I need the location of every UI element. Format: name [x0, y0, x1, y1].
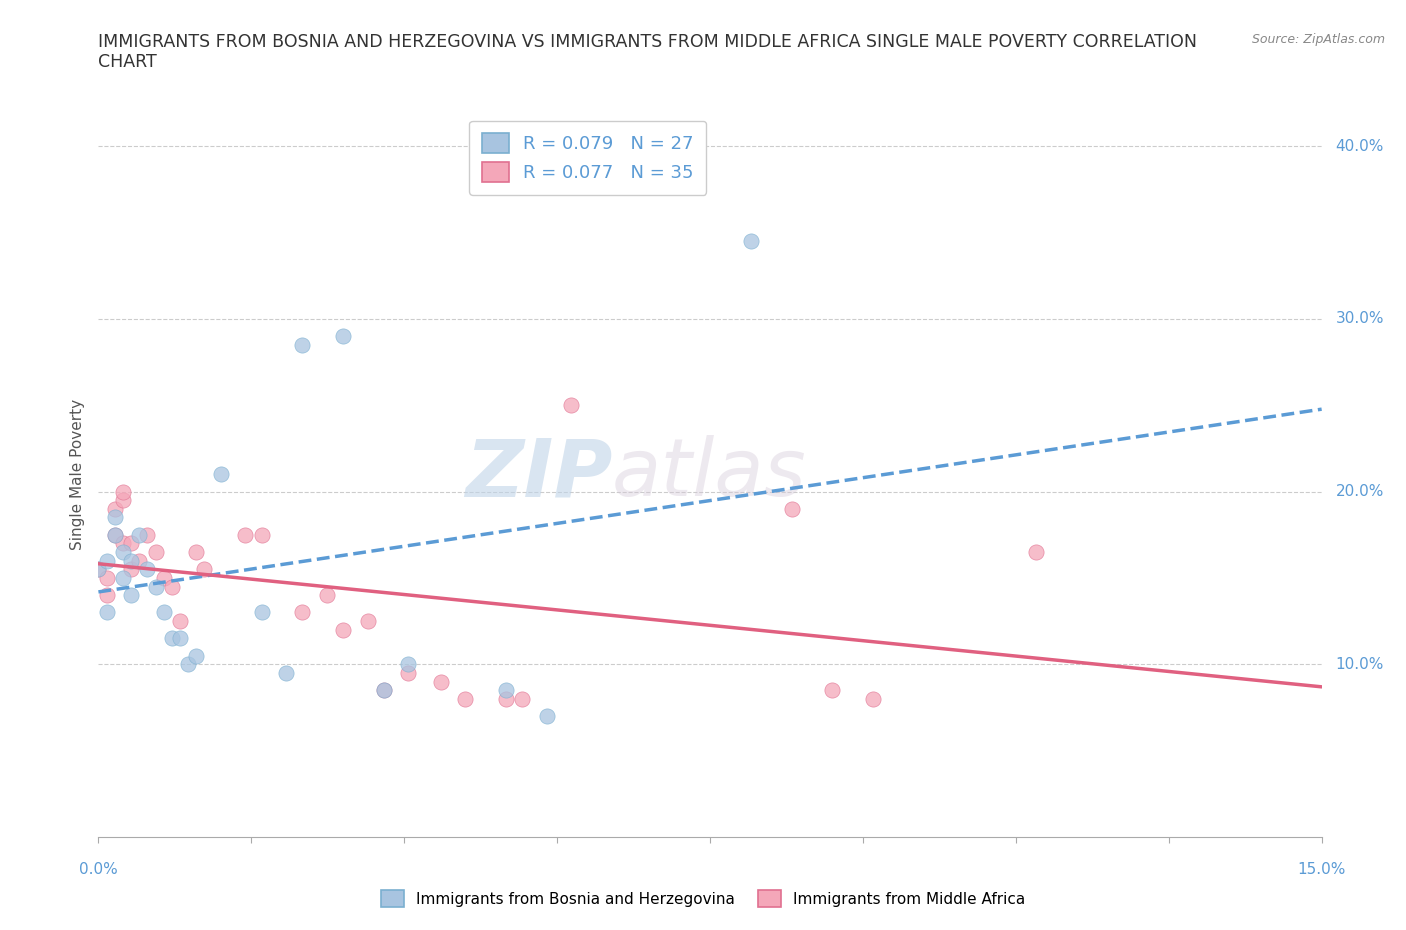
Point — [356, 614, 378, 629]
Point — [87, 562, 110, 577]
Point — [96, 605, 118, 620]
Point — [186, 648, 208, 663]
Point — [152, 605, 174, 620]
Point — [169, 631, 191, 645]
Point — [396, 657, 419, 671]
Text: ZIP: ZIP — [465, 435, 612, 513]
Point — [495, 683, 517, 698]
Legend: Immigrants from Bosnia and Herzegovina, Immigrants from Middle Africa: Immigrants from Bosnia and Herzegovina, … — [375, 884, 1031, 913]
Point — [233, 527, 256, 542]
Legend: R = 0.079   N = 27, R = 0.077   N = 35: R = 0.079 N = 27, R = 0.077 N = 35 — [470, 121, 706, 194]
Text: 30.0%: 30.0% — [1336, 312, 1384, 326]
Point — [454, 691, 477, 706]
Point — [186, 545, 208, 560]
Text: 10.0%: 10.0% — [1336, 657, 1384, 671]
Point — [373, 683, 395, 698]
Text: 40.0%: 40.0% — [1336, 139, 1384, 153]
Point — [209, 467, 232, 482]
Point — [120, 588, 142, 603]
Point — [250, 527, 273, 542]
Point — [136, 562, 159, 577]
Point — [104, 510, 127, 525]
Y-axis label: Single Male Poverty: Single Male Poverty — [69, 399, 84, 550]
Point — [96, 570, 118, 585]
Point — [250, 605, 273, 620]
Point — [274, 666, 297, 681]
Point — [104, 501, 127, 516]
Text: 20.0%: 20.0% — [1336, 485, 1384, 499]
Point — [87, 562, 110, 577]
Text: 0.0%: 0.0% — [79, 862, 118, 877]
Point — [740, 233, 762, 248]
Point — [145, 579, 167, 594]
Point — [104, 527, 127, 542]
Point — [111, 485, 134, 499]
Point — [96, 588, 118, 603]
Point — [780, 501, 803, 516]
Point — [169, 614, 191, 629]
Point — [136, 527, 159, 542]
Text: 15.0%: 15.0% — [1298, 862, 1346, 877]
Point — [291, 338, 314, 352]
Point — [120, 536, 142, 551]
Point — [120, 553, 142, 568]
Point — [1025, 545, 1047, 560]
Point — [111, 493, 134, 508]
Point — [111, 545, 134, 560]
Point — [536, 709, 558, 724]
Point — [128, 527, 150, 542]
Point — [193, 562, 215, 577]
Point — [560, 398, 582, 413]
Point — [430, 674, 453, 689]
Text: Source: ZipAtlas.com: Source: ZipAtlas.com — [1251, 33, 1385, 46]
Point — [332, 622, 354, 637]
Text: IMMIGRANTS FROM BOSNIA AND HERZEGOVINA VS IMMIGRANTS FROM MIDDLE AFRICA SINGLE M: IMMIGRANTS FROM BOSNIA AND HERZEGOVINA V… — [98, 33, 1198, 72]
Text: atlas: atlas — [612, 435, 807, 513]
Point — [291, 605, 314, 620]
Point — [152, 570, 174, 585]
Point — [104, 527, 127, 542]
Point — [96, 553, 118, 568]
Point — [120, 562, 142, 577]
Point — [373, 683, 395, 698]
Point — [160, 579, 183, 594]
Point — [160, 631, 183, 645]
Point — [512, 691, 534, 706]
Point — [495, 691, 517, 706]
Point — [396, 666, 419, 681]
Point — [177, 657, 200, 671]
Point — [862, 691, 884, 706]
Point — [332, 328, 354, 343]
Point — [111, 536, 134, 551]
Point — [821, 683, 844, 698]
Point — [111, 570, 134, 585]
Point — [128, 553, 150, 568]
Point — [145, 545, 167, 560]
Point — [315, 588, 337, 603]
